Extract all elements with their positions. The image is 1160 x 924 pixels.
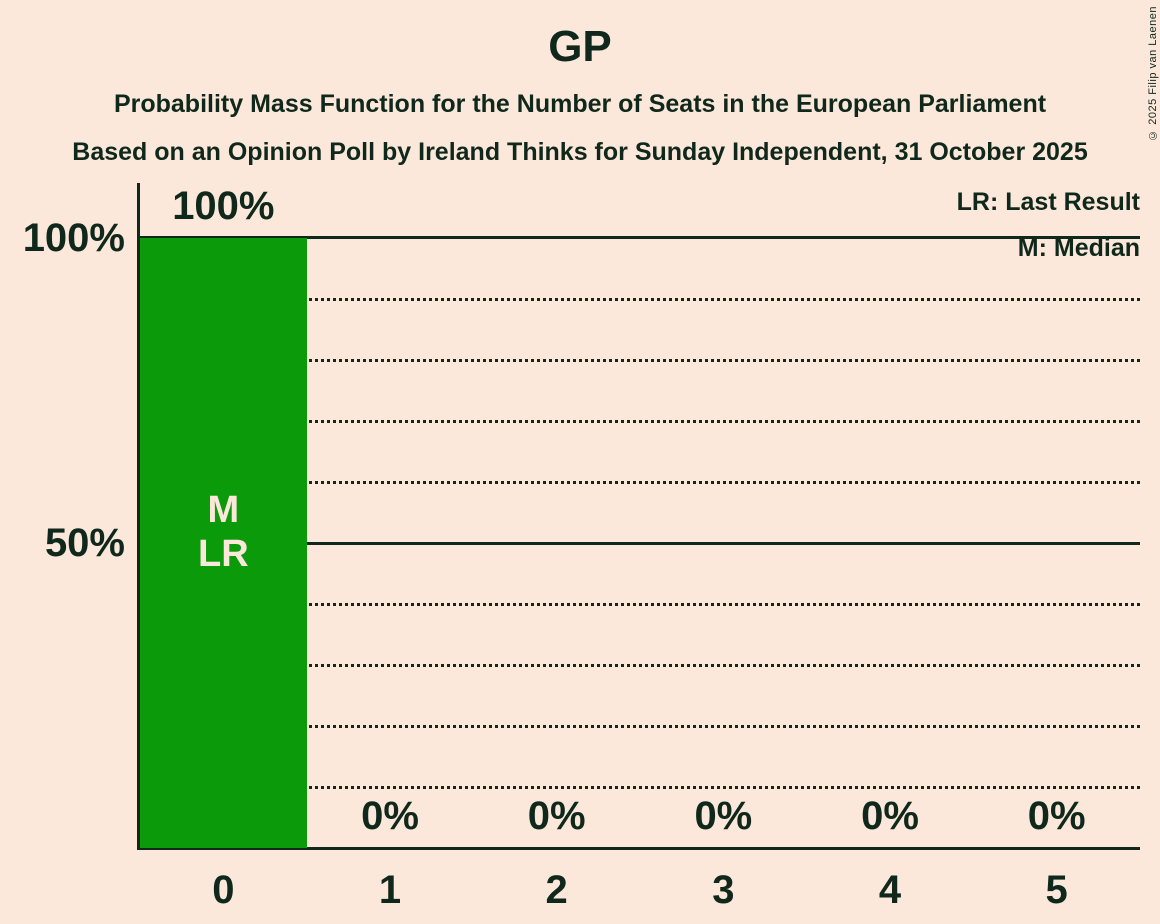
value-label-0: 100% — [172, 184, 275, 228]
plot-area: M LR 100% 0% 0% 0% 0% 0% 0 1 2 3 4 5 — [140, 184, 1140, 912]
x-tick-label-1: 1 — [378, 868, 402, 912]
x-tick-label-5: 5 — [1045, 868, 1068, 912]
x-tick-label-2: 2 — [545, 868, 568, 912]
y-axis-line — [137, 183, 140, 850]
median-marker: M — [207, 489, 240, 531]
gridline-10 — [140, 785, 1140, 789]
x-tick-label-0: 0 — [212, 868, 235, 912]
last-result-marker: LR — [198, 533, 249, 575]
page-title: GP — [548, 22, 612, 71]
value-label-3: 0% — [694, 794, 753, 838]
gridline-100 — [140, 236, 1140, 239]
x-tick-label-3: 3 — [712, 868, 735, 912]
gridline-20 — [140, 724, 1140, 728]
chart-source-line: Based on an Opinion Poll by Ireland Thin… — [72, 138, 1088, 166]
gridline-70 — [140, 419, 1140, 423]
gridline-60 — [140, 480, 1140, 484]
x-axis-line — [137, 847, 1140, 850]
copyright-text: © 2025 Filip van Laenen — [1147, 6, 1159, 141]
gridline-80 — [140, 358, 1140, 362]
bar-seats-0 — [140, 238, 307, 848]
y-tick-label-50: 50% — [44, 521, 125, 565]
value-label-2: 0% — [527, 794, 586, 838]
bar-annotation: M LR — [140, 488, 307, 576]
gridline-40 — [140, 602, 1140, 606]
value-label-5: 0% — [1027, 794, 1086, 838]
gridline-30 — [140, 663, 1140, 667]
gridline-90 — [140, 297, 1140, 301]
gridline-50 — [140, 541, 1140, 545]
x-tick-label-4: 4 — [878, 868, 902, 912]
legend-median: M: Median — [1017, 234, 1140, 262]
value-label-4: 0% — [861, 794, 919, 838]
value-label-1: 0% — [361, 794, 419, 838]
legend-last-result: LR: Last Result — [956, 188, 1140, 216]
chart-subtitle: Probability Mass Function for the Number… — [113, 90, 1047, 118]
y-tick-label-100: 100% — [22, 216, 125, 260]
